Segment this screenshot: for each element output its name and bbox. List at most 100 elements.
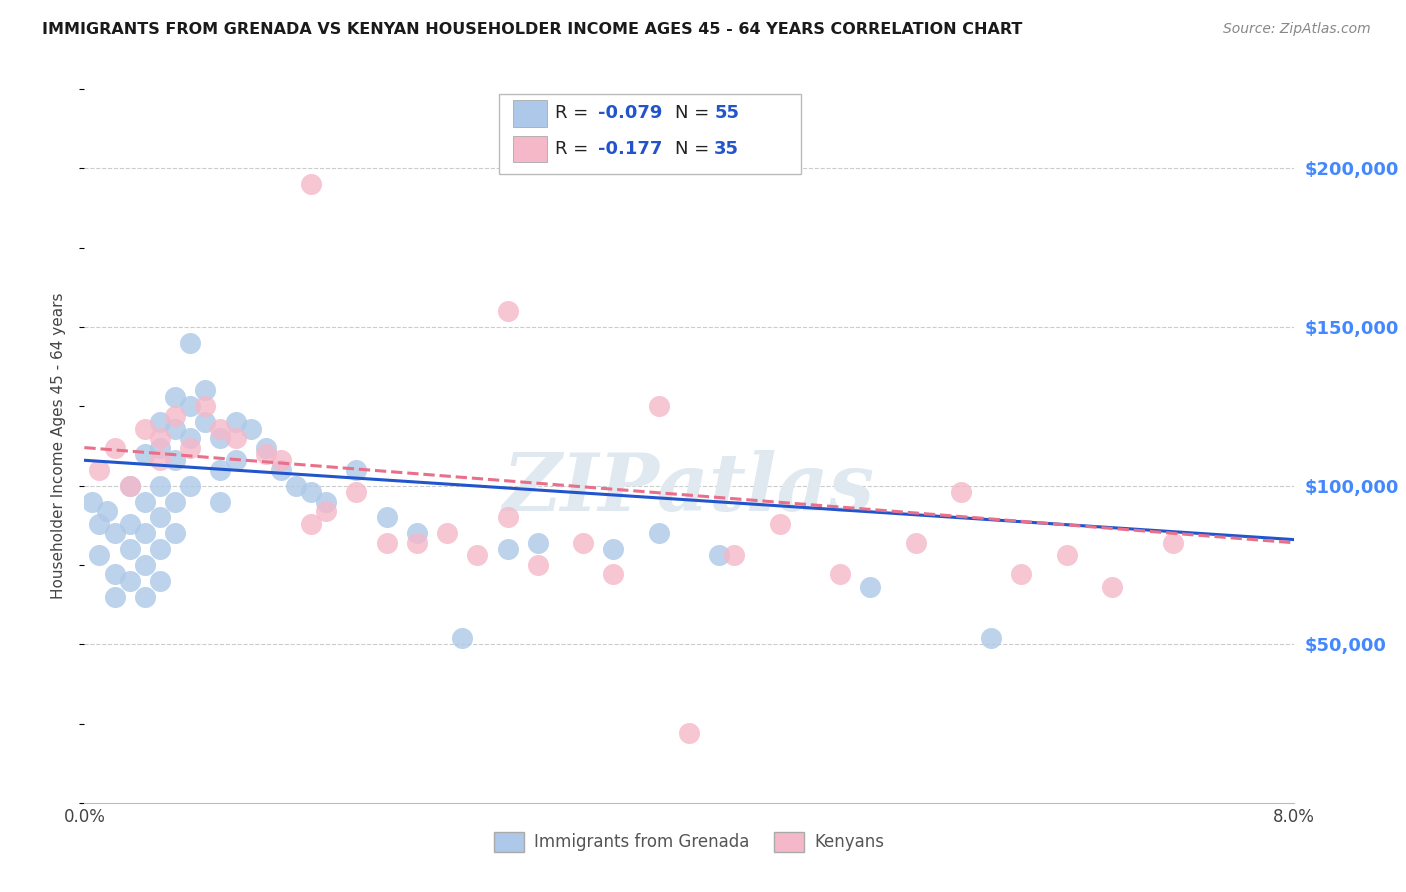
Point <box>104 567 127 582</box>
Point <box>375 535 398 549</box>
Text: 55: 55 <box>714 104 740 122</box>
Point <box>149 431 172 445</box>
Point <box>225 453 247 467</box>
Point <box>225 431 247 445</box>
Point <box>165 390 187 404</box>
Point <box>346 485 368 500</box>
Point <box>496 510 519 524</box>
Text: -0.177: -0.177 <box>598 140 662 158</box>
Point <box>709 549 731 563</box>
Point <box>179 441 201 455</box>
Point <box>225 415 247 429</box>
Point <box>194 400 217 414</box>
Point <box>165 421 187 435</box>
Point <box>375 510 398 524</box>
Point <box>285 478 308 492</box>
Point <box>134 558 156 572</box>
Point <box>769 516 792 531</box>
Point <box>149 441 172 455</box>
Point <box>980 631 1002 645</box>
Point <box>209 421 232 435</box>
Y-axis label: Householder Income Ages 45 - 64 years: Householder Income Ages 45 - 64 years <box>51 293 66 599</box>
Point <box>179 335 201 350</box>
Point <box>496 304 519 318</box>
Point <box>104 441 127 455</box>
Text: R =: R = <box>555 104 595 122</box>
Point <box>118 478 141 492</box>
Point <box>467 549 489 563</box>
Point <box>80 494 103 508</box>
Point <box>346 463 368 477</box>
Point <box>527 558 550 572</box>
Point <box>194 415 217 429</box>
Point <box>406 535 429 549</box>
Point <box>451 631 474 645</box>
Text: Source: ZipAtlas.com: Source: ZipAtlas.com <box>1223 22 1371 37</box>
Point <box>239 421 262 435</box>
Point <box>315 504 337 518</box>
Point <box>209 494 232 508</box>
Point <box>723 549 745 563</box>
Point <box>830 567 852 582</box>
Point <box>270 453 292 467</box>
Point <box>134 526 156 541</box>
Point <box>1101 580 1123 594</box>
Point <box>299 485 322 500</box>
Point <box>89 549 111 563</box>
Point <box>149 542 172 557</box>
Point <box>149 510 172 524</box>
Point <box>104 526 127 541</box>
Point <box>1011 567 1033 582</box>
Point <box>179 431 201 445</box>
Point <box>165 494 187 508</box>
Point <box>209 463 232 477</box>
Point <box>89 463 111 477</box>
Point <box>904 535 927 549</box>
Point <box>194 384 217 398</box>
Point <box>134 590 156 604</box>
Point <box>527 535 550 549</box>
Point <box>299 178 322 192</box>
Text: -0.079: -0.079 <box>598 104 662 122</box>
Point <box>165 526 187 541</box>
Text: ZIPatlas: ZIPatlas <box>503 450 875 527</box>
Point <box>118 574 141 588</box>
Text: 35: 35 <box>714 140 740 158</box>
Point <box>179 478 201 492</box>
Point <box>96 504 118 518</box>
Point <box>496 542 519 557</box>
Point <box>118 516 141 531</box>
Text: N =: N = <box>675 140 714 158</box>
Point <box>648 400 671 414</box>
Point <box>149 453 172 467</box>
Point <box>648 526 671 541</box>
Point <box>165 453 187 467</box>
Text: IMMIGRANTS FROM GRENADA VS KENYAN HOUSEHOLDER INCOME AGES 45 - 64 YEARS CORRELAT: IMMIGRANTS FROM GRENADA VS KENYAN HOUSEH… <box>42 22 1022 37</box>
Point <box>602 567 624 582</box>
Point <box>165 409 187 423</box>
Point <box>572 535 595 549</box>
Point <box>149 415 172 429</box>
Point <box>1056 549 1078 563</box>
Point <box>134 421 156 435</box>
Point <box>254 441 277 455</box>
Point <box>149 574 172 588</box>
Point <box>1161 535 1184 549</box>
Point <box>149 478 172 492</box>
Point <box>270 463 292 477</box>
Text: N =: N = <box>675 104 714 122</box>
Point <box>678 726 700 740</box>
Point <box>436 526 458 541</box>
Point <box>179 400 201 414</box>
Point <box>315 494 337 508</box>
Point <box>950 485 973 500</box>
Point <box>134 447 156 461</box>
Point <box>406 526 429 541</box>
Point <box>89 516 111 531</box>
Point <box>104 590 127 604</box>
Point <box>209 431 232 445</box>
Point <box>254 447 277 461</box>
Text: R =: R = <box>555 140 600 158</box>
Point <box>118 542 141 557</box>
Legend: Immigrants from Grenada, Kenyans: Immigrants from Grenada, Kenyans <box>486 825 891 859</box>
